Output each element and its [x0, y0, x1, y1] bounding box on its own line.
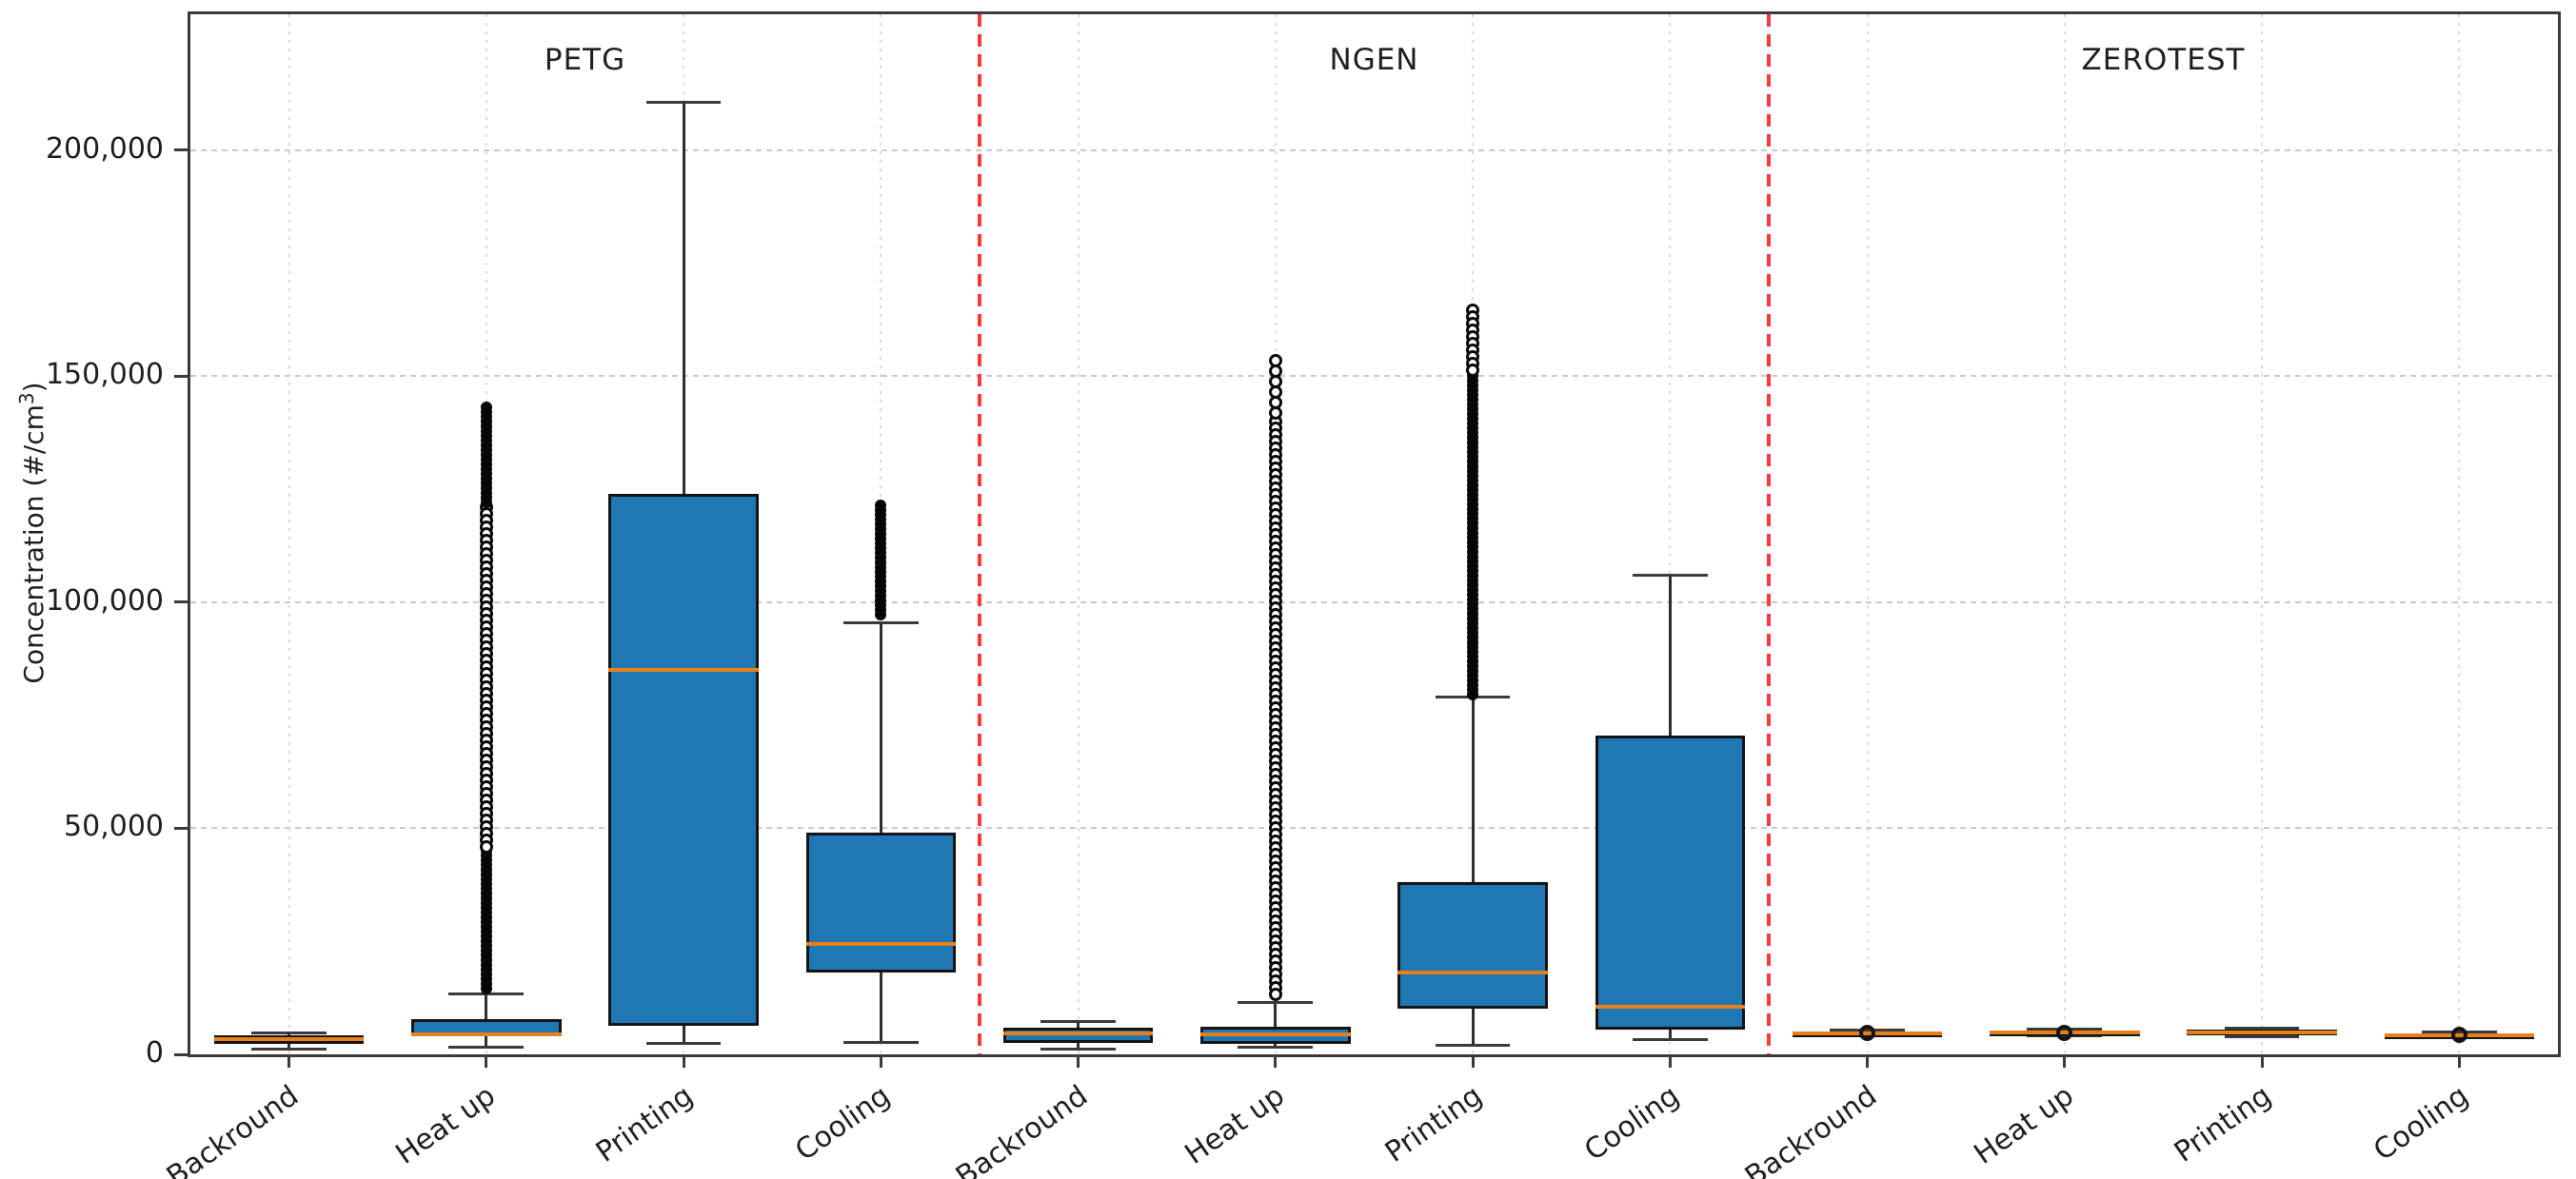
gridline-x-4 — [1077, 14, 1080, 1054]
x-tick-label-7: Cooling — [1578, 1079, 1686, 1169]
whisker-NGEN-Printing — [1471, 697, 1475, 1046]
x-tick-label-2: Printing — [589, 1079, 700, 1169]
gridline-x-7 — [1669, 14, 1672, 1054]
whisker-cap-low-NGEN-Printing — [1435, 1043, 1511, 1047]
y-axis-label-text: Concentration (#/cm — [18, 404, 50, 684]
box-PETG-Printing — [608, 493, 759, 1027]
whisker-NGEN-Heat-up — [1274, 1002, 1278, 1048]
gridline-y-200000 — [190, 148, 2558, 151]
whisker-cap-high-ZEROTEST-Printing — [2224, 1026, 2300, 1030]
outlier-column-PETG-Heat-up-seg0 — [480, 983, 492, 995]
outlier-column-PETG-Cooling-seg0 — [875, 608, 887, 620]
x-tick-label-11: Cooling — [2368, 1079, 2475, 1169]
x-tick-mark-4 — [1077, 1054, 1080, 1068]
y-tick-mark-0 — [174, 1052, 188, 1056]
x-tick-mark-1 — [485, 1054, 488, 1068]
median-PETG-Cooling — [805, 941, 957, 946]
plot-frame — [188, 11, 2561, 1057]
box-NGEN-Printing — [1397, 882, 1548, 1010]
y-tick-mark-50000 — [174, 826, 188, 830]
whisker-cap-low-NGEN-Backround — [1040, 1047, 1116, 1051]
outlier-column-PETG-Heat-up-seg1 — [479, 839, 493, 854]
box-PETG-Cooling — [805, 833, 957, 973]
x-tick-mark-9 — [2063, 1054, 2067, 1068]
median-NGEN-Heat-up — [1200, 1032, 1351, 1036]
whisker-cap-high-NGEN-Cooling — [1632, 573, 1708, 577]
outlier-ring-ZEROTEST-Backround — [1859, 1025, 1876, 1042]
y-axis-label-superscript: 3 — [14, 392, 38, 405]
whisker-cap-low-NGEN-Heat-up — [1238, 1046, 1314, 1050]
whisker-cap-low-PETG-Cooling — [842, 1040, 919, 1044]
median-ZEROTEST-Printing — [2187, 1031, 2337, 1035]
gridline-y-50000 — [190, 827, 2558, 830]
y-tick-mark-150000 — [174, 374, 188, 378]
whisker-cap-low-PETG-Printing — [645, 1041, 722, 1045]
outlier-ring-ZEROTEST-Cooling — [2450, 1027, 2467, 1044]
y-tick-label-150000: 150,000 — [45, 358, 164, 392]
whisker-cap-high-PETG-Printing — [645, 101, 722, 105]
x-tick-label-0: Backround — [160, 1079, 305, 1179]
median-PETG-Backround — [213, 1037, 365, 1042]
gridline-y-150000 — [190, 375, 2558, 378]
whisker-PETG-Cooling — [879, 622, 882, 1043]
group-separator-1 — [978, 14, 981, 1054]
plot-area: PETG NGEN ZEROTEST 0 50,000 100,000 150,000… — [46, 11, 2561, 1179]
y-tick-label-100000: 100,000 — [45, 583, 164, 618]
y-axis-label: Concentration (#/cm3) — [15, 382, 50, 683]
x-tick-mark-8 — [1866, 1054, 1870, 1068]
whisker-cap-high-PETG-Backround — [251, 1031, 327, 1034]
group-label-petg: PETG — [544, 43, 626, 77]
group-separator-2 — [1767, 14, 1771, 1054]
median-PETG-Printing — [608, 668, 759, 673]
x-tick-mark-3 — [879, 1054, 882, 1068]
x-tick-label-10: Printing — [2168, 1079, 2278, 1169]
group-label-zerotest: ZEROTEST — [2081, 43, 2246, 77]
gridline-x-10 — [2261, 14, 2264, 1054]
gridline-x-0 — [287, 14, 290, 1054]
x-tick-mark-11 — [2457, 1054, 2461, 1068]
outlier-column-NGEN-Printing-seg0 — [1467, 689, 1479, 701]
outlier-column-NGEN-Printing-seg1 — [1466, 364, 1480, 378]
x-tick-mark-10 — [2260, 1054, 2264, 1068]
gridline-x-11 — [2458, 14, 2461, 1054]
whisker-cap-low-PETG-Heat-up — [448, 1046, 525, 1050]
x-tick-mark-6 — [1471, 1054, 1475, 1068]
whisker-cap-high-PETG-Cooling — [842, 620, 919, 624]
outlier-column-NGEN-Heat-up-seg0 — [1268, 987, 1282, 1001]
y-tick-mark-100000 — [174, 600, 188, 604]
y-tick-label-50000: 50,000 — [64, 810, 164, 844]
whisker-cap-low-ZEROTEST-Printing — [2224, 1034, 2300, 1038]
gridline-y-100000 — [190, 600, 2558, 603]
median-NGEN-Backround — [1002, 1032, 1154, 1036]
x-tick-label-3: Cooling — [789, 1079, 897, 1169]
median-PETG-Heat-up — [411, 1032, 562, 1037]
outlier-column-PETG-Heat-up-seg2 — [480, 497, 492, 509]
x-tick-label-4: Backround — [949, 1079, 1094, 1179]
outlier-ring-ZEROTEST-Heat-up — [2056, 1024, 2073, 1041]
x-tick-mark-5 — [1274, 1054, 1278, 1068]
x-tick-label-9: Heat up — [1968, 1079, 2080, 1171]
y-tick-label-200000: 200,000 — [45, 131, 164, 166]
x-tick-mark-2 — [682, 1054, 685, 1068]
outlier-column-NGEN-Heat-up-seg1 — [1268, 405, 1282, 420]
x-tick-label-8: Backround — [1738, 1079, 1883, 1179]
gridline-x-8 — [1866, 14, 1869, 1054]
x-tick-mark-7 — [1668, 1054, 1672, 1068]
gridline-x-9 — [2063, 14, 2066, 1054]
x-tick-mark-0 — [287, 1054, 291, 1068]
whisker-cap-low-PETG-Backround — [251, 1047, 327, 1051]
box-NGEN-Cooling — [1595, 735, 1746, 1030]
whisker-cap-high-NGEN-Backround — [1040, 1020, 1116, 1024]
group-label-ngen: NGEN — [1329, 43, 1419, 77]
x-tick-label-1: Heat up — [389, 1079, 502, 1171]
x-tick-label-6: Printing — [1378, 1079, 1489, 1169]
whisker-cap-high-NGEN-Heat-up — [1238, 1001, 1314, 1005]
median-NGEN-Printing — [1397, 971, 1548, 975]
median-NGEN-Cooling — [1595, 1004, 1746, 1009]
y-tick-label-0: 0 — [145, 1036, 164, 1070]
y-tick-mark-200000 — [174, 148, 188, 152]
whisker-cap-low-NGEN-Cooling — [1632, 1038, 1708, 1042]
x-tick-label-5: Heat up — [1179, 1079, 1291, 1171]
